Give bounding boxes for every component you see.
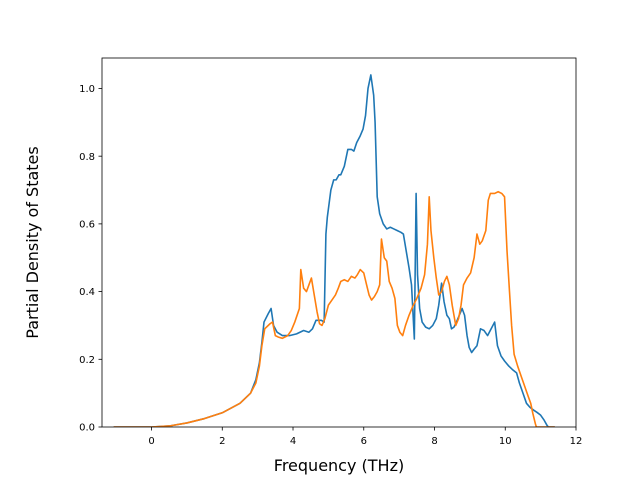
x-axis-title: Frequency (THz) <box>274 456 404 475</box>
y-tick-label: 1.0 <box>79 84 95 95</box>
x-tick-label: 0 <box>148 436 154 447</box>
plot-area <box>113 74 555 427</box>
x-tick-label: 8 <box>431 436 437 447</box>
y-tick-label: 0.4 <box>79 287 95 298</box>
x-tick-label: 10 <box>499 436 512 447</box>
axes-frame <box>101 57 577 428</box>
series-line-1 <box>113 74 555 427</box>
x-tick-label: 2 <box>219 436 225 447</box>
series-line-2 <box>113 190 555 427</box>
y-tick-label: 0.6 <box>79 219 95 230</box>
x-tick-label: 4 <box>290 436 296 447</box>
y-axis-title: Partial Density of States <box>23 146 42 338</box>
y-tick-label: 0.2 <box>79 355 95 366</box>
axes: 0 2 4 6 8 10 12 0.0 0.2 0.4 0.6 0.8 1.0 <box>79 57 583 447</box>
y-tick-label: 0.0 <box>79 423 95 434</box>
x-tick-label: 12 <box>570 436 583 447</box>
x-tick-label: 6 <box>361 436 367 447</box>
y-tick-label: 0.8 <box>79 152 95 163</box>
